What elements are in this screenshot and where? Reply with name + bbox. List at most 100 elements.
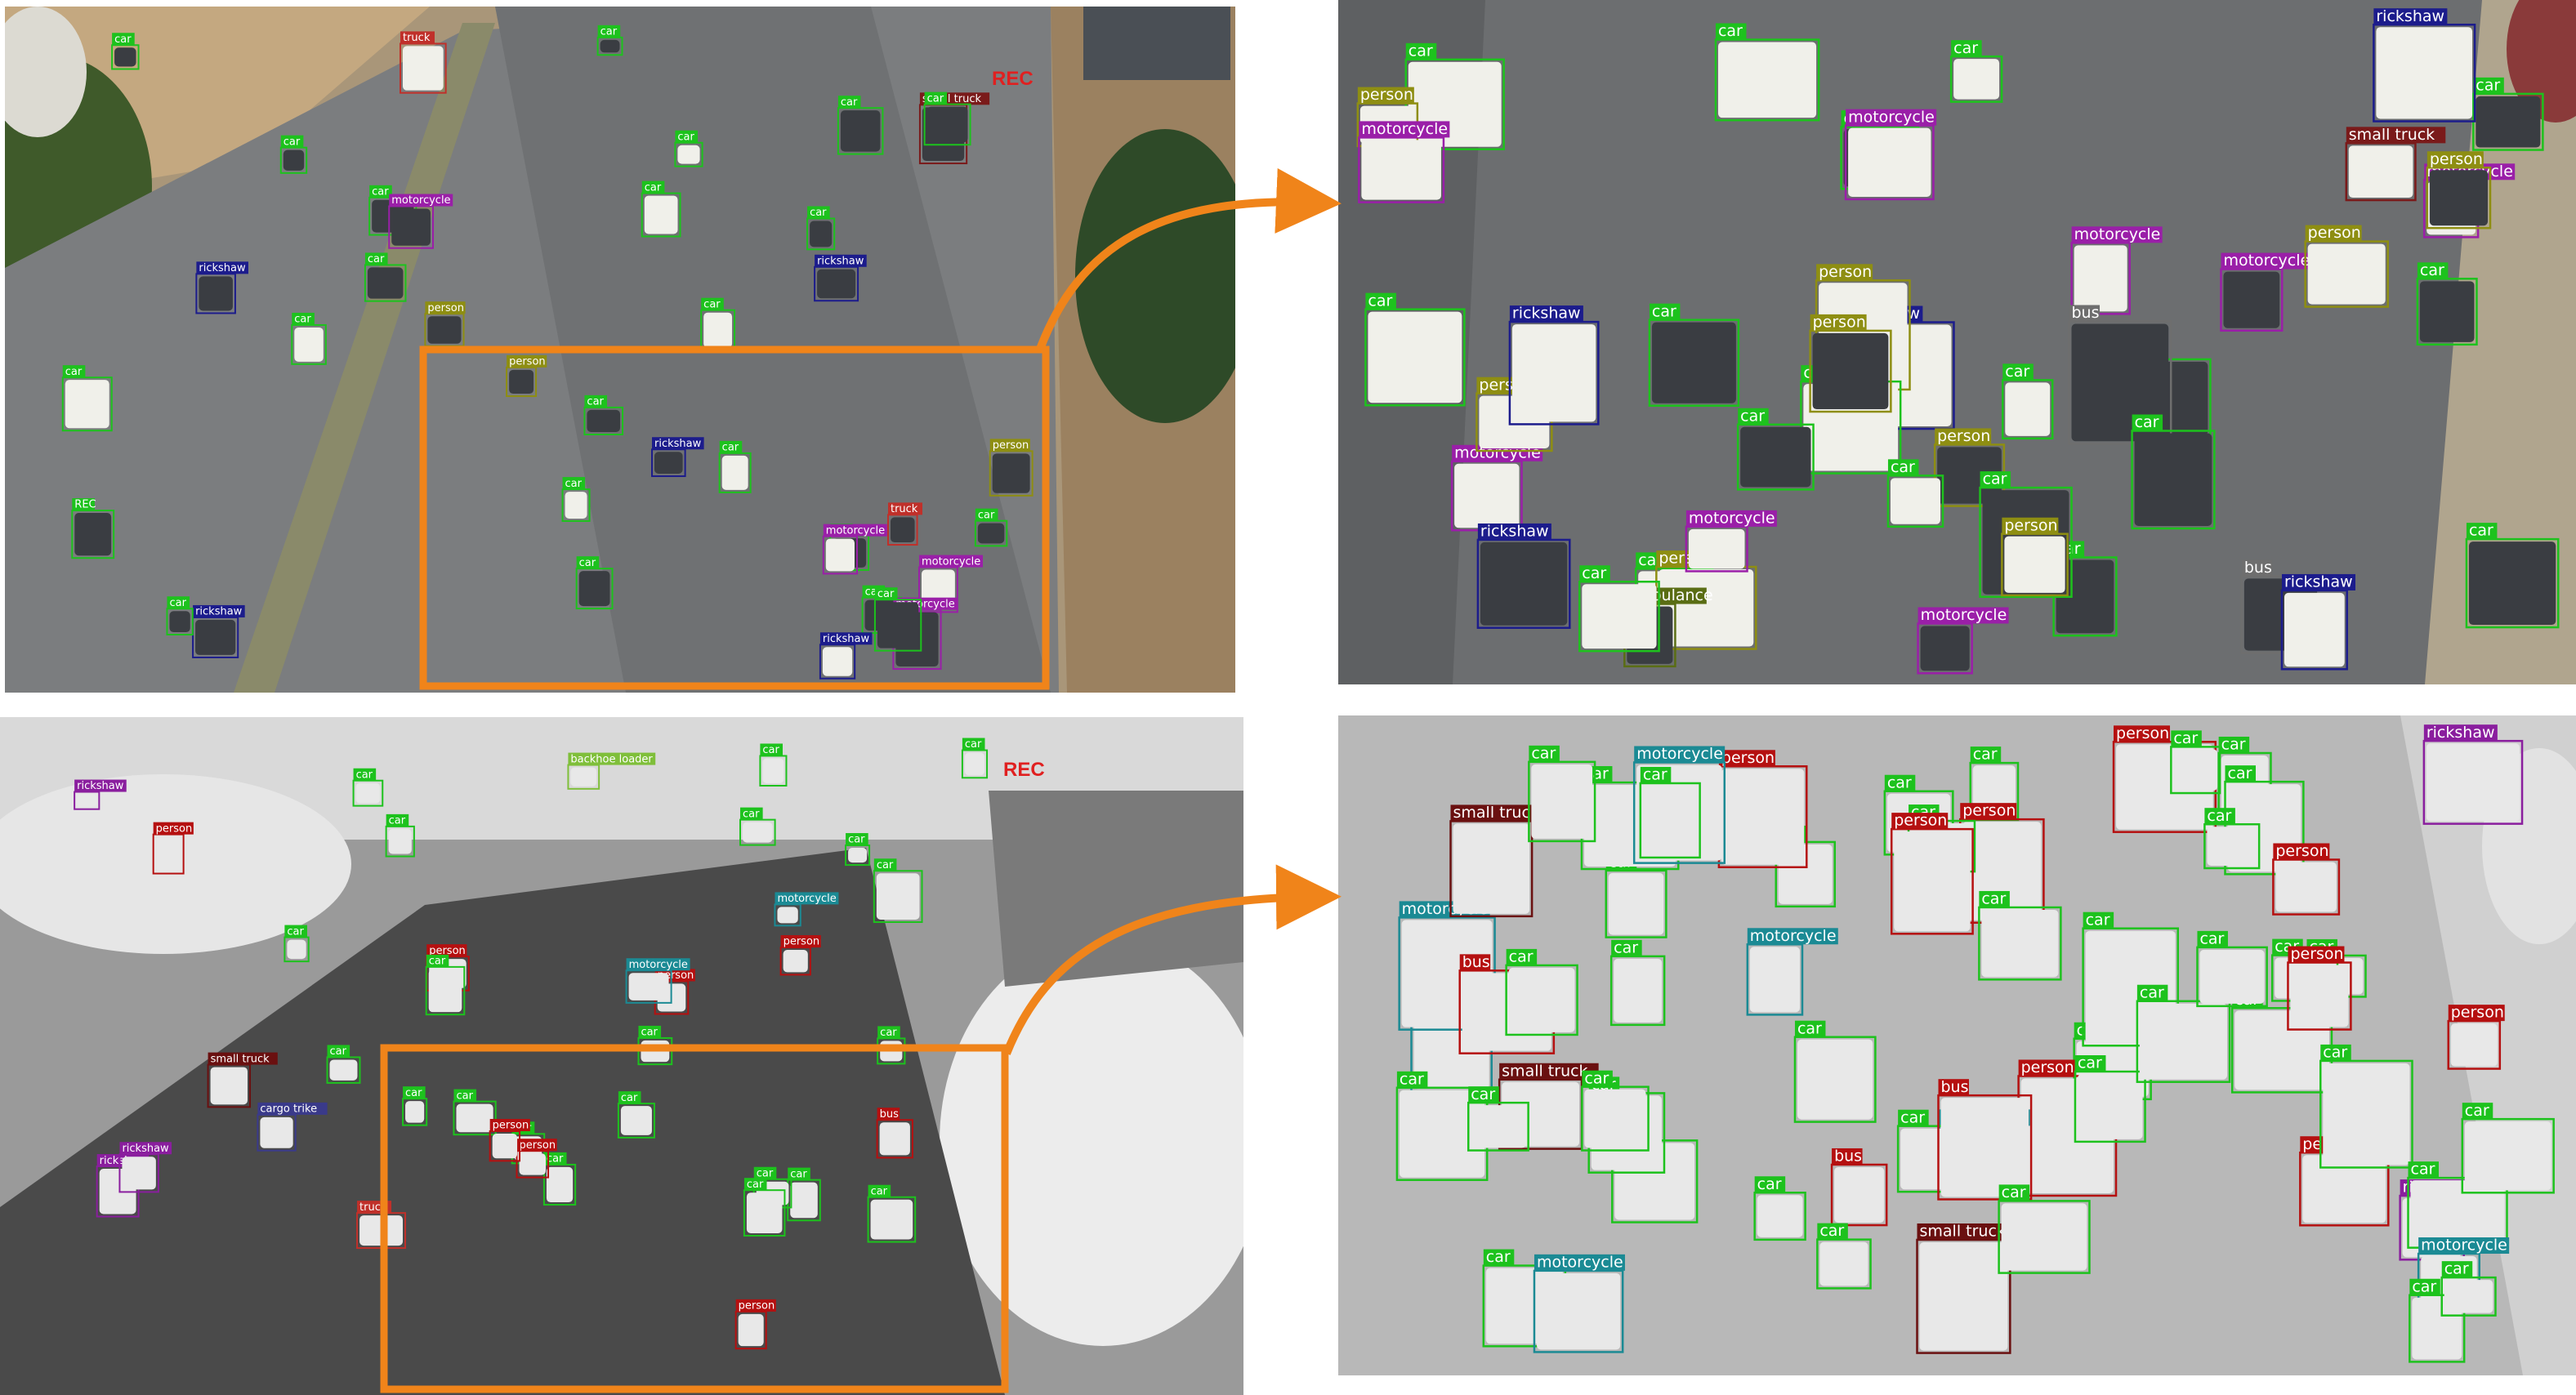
vehicle — [1651, 322, 1736, 403]
bbox-label-bg — [2281, 573, 2355, 591]
bbox-car — [1364, 308, 1466, 407]
bbox-label-bg — [868, 1184, 891, 1197]
vehicle — [877, 602, 919, 648]
thermal-overview-image: REC carrickshawmotorcyclecarpersoncarbac… — [0, 717, 1243, 1395]
bbox-label-bg — [1582, 1070, 1613, 1087]
bbox-label-bg — [1917, 607, 2009, 624]
vehicle — [703, 312, 733, 348]
bbox-label-bg — [775, 892, 839, 905]
vehicle — [817, 269, 856, 299]
bbox-car — [2074, 1070, 2146, 1143]
bbox-label: car — [169, 597, 186, 609]
bbox-label-bg — [568, 752, 656, 765]
bbox-label: car — [1652, 302, 1676, 320]
bbox-label: rickshaw — [1512, 305, 1581, 323]
vehicle — [2444, 1280, 2493, 1313]
bbox-label-bg — [284, 925, 307, 938]
bbox-label-bg — [2288, 946, 2345, 963]
bbox-label-bg — [837, 96, 861, 109]
bbox-label-bg — [1611, 939, 1642, 956]
bbox-label-bg — [389, 194, 453, 207]
vehicle — [2074, 245, 2127, 312]
bbox-label: truck — [359, 1201, 387, 1214]
bbox-label-bg — [1405, 42, 1437, 60]
bbox-label-bg — [874, 587, 898, 600]
vehicle — [355, 782, 381, 804]
vehicle — [1721, 769, 1805, 865]
bbox-label: person — [2275, 842, 2328, 860]
bbox-label: car — [965, 738, 982, 751]
vehicle — [2290, 965, 2349, 1027]
bbox-label: motorcycle — [1921, 606, 2007, 624]
bbox-label-bg — [597, 25, 621, 38]
bbox-label: person — [1894, 812, 1947, 830]
bbox-label: car — [1740, 407, 1765, 425]
bbox-label-bg — [735, 1299, 776, 1312]
bbox-label: person — [993, 439, 1029, 452]
bbox-label: car — [429, 956, 446, 968]
vehicle — [546, 1166, 574, 1203]
vehicle — [1454, 463, 1520, 528]
bbox-label: car — [1797, 1019, 1822, 1037]
bbox-label-bg — [626, 958, 690, 971]
bbox-label: car — [2444, 1260, 2469, 1278]
vehicle — [2275, 862, 2337, 912]
bbox-car — [1578, 581, 1660, 653]
bbox-label: person — [1937, 427, 1990, 445]
bbox-label-bg — [2071, 226, 2163, 243]
bbox-label: car — [547, 1153, 564, 1165]
vehicle — [1834, 1166, 1885, 1223]
bbox-label: person — [1721, 749, 1775, 767]
vehicle — [367, 267, 404, 299]
bbox-label-bg — [2069, 305, 2101, 322]
rec-indicator: REC — [1003, 759, 1045, 781]
bbox-label: car — [762, 744, 779, 756]
bbox-label: car — [2005, 363, 2029, 381]
vehicle — [1582, 584, 1657, 649]
bbox-label: car — [372, 186, 389, 198]
bbox-label-bg — [2171, 730, 2202, 747]
bbox-label: car — [1409, 42, 1433, 60]
vehicle — [1608, 872, 1664, 935]
zoom-region-highlight — [419, 345, 1050, 690]
bbox-label: car — [600, 26, 618, 38]
bbox-label-bg — [2466, 523, 2498, 540]
bbox-label: car — [2086, 911, 2110, 929]
vehicle — [628, 973, 669, 1001]
bbox-label-bg — [2418, 1237, 2510, 1255]
vehicle — [283, 149, 305, 171]
bbox-label: car — [641, 1027, 658, 1039]
bbox-label-bg — [1640, 766, 1672, 783]
bbox-car — [1505, 964, 1578, 1036]
bbox-label-bg — [1649, 303, 1681, 320]
bbox-motorcycle — [1632, 761, 1726, 864]
bbox-car — [402, 1098, 428, 1126]
bbox-label: person — [2004, 516, 2057, 534]
vehicle — [1471, 1105, 1526, 1148]
bbox-label-bg — [353, 768, 377, 781]
bbox-label: car — [1981, 890, 2006, 908]
bbox-label: car — [65, 366, 83, 378]
bbox-label: car — [2140, 983, 2164, 1001]
bbox-label-bg — [1979, 890, 2010, 907]
bbox-car — [845, 845, 871, 867]
bbox-car — [739, 818, 776, 846]
bbox-car — [1979, 486, 2073, 598]
bbox-label-bg — [823, 524, 887, 537]
bbox-car — [873, 599, 922, 652]
bbox-label-bg — [1832, 1148, 1863, 1165]
bbox-label-bg — [962, 738, 985, 751]
bbox-car — [385, 825, 415, 858]
bbox-label-bg — [1718, 750, 1775, 767]
bbox-label: car — [2420, 261, 2444, 279]
bbox-label-bg — [1450, 804, 1551, 822]
bbox-label-bg — [1951, 40, 1982, 57]
bbox-label: car — [2323, 1044, 2347, 1062]
vehicle — [2410, 1180, 2505, 1246]
vehicle — [1642, 785, 1698, 855]
bbox-label-bg — [1452, 444, 1543, 461]
bbox-label: person — [520, 1139, 556, 1152]
vehicle — [2468, 542, 2556, 626]
vehicle — [1848, 127, 1931, 197]
vehicle — [427, 316, 462, 344]
